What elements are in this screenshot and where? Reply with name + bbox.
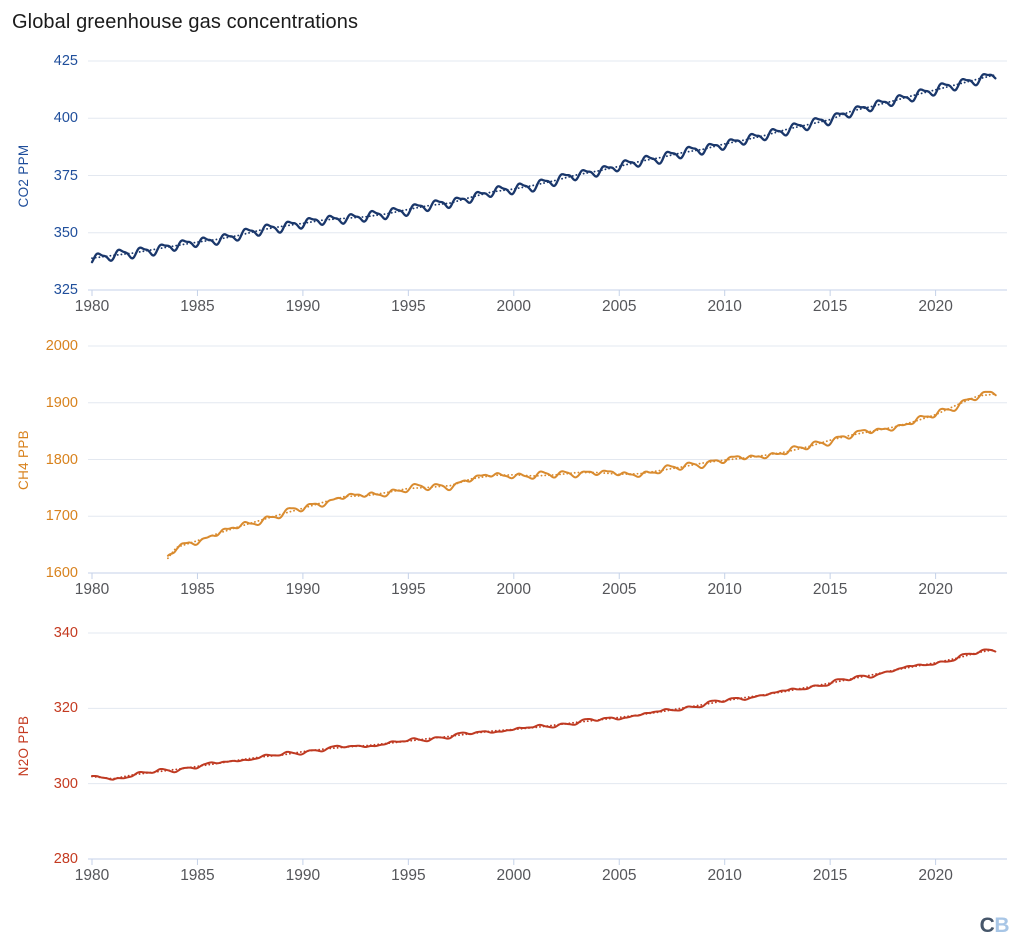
logo-letter-c: C (979, 914, 995, 937)
co2-xtick-label: 1980 (74, 298, 110, 315)
logo-letter-b: B (994, 914, 1009, 937)
co2-ytick-label: 325 (53, 282, 78, 298)
n2o-ytick-label: 320 (53, 700, 78, 717)
n2o-xtick-label: 1990 (285, 867, 321, 884)
co2-ytick-label: 375 (53, 167, 78, 184)
co2-trend-line (91, 73, 997, 260)
co2-xtick-label: 2000 (496, 298, 532, 315)
ch4-ytick-label: 2000 (45, 338, 78, 354)
n2o-xtick-label: 1985 (180, 867, 215, 884)
n2o-series-line (91, 648, 997, 781)
n2o-trend-line (91, 648, 997, 780)
co2-series-line (90, 73, 997, 264)
co2-xtick-label: 2020 (918, 298, 953, 315)
n2o-y-axis-title: N2O PPB (16, 715, 31, 777)
co2-ytick-label: 425 (53, 53, 78, 69)
ch4-xtick-label: 2005 (602, 581, 637, 598)
ch4-ytick-label: 1900 (45, 394, 78, 411)
ch4-xtick-label: 1995 (391, 581, 426, 598)
co2-xtick-label: 2010 (707, 298, 742, 315)
n2o-ytick-label: 340 (53, 625, 78, 641)
co2-xtick-label: 1990 (285, 298, 321, 315)
carbonbrief-logo: CB (979, 914, 1010, 938)
chart-title: Global greenhouse gas concentrations (12, 11, 359, 33)
ch4-xtick-label: 1990 (285, 581, 321, 598)
n2o-xtick-label: 1995 (391, 867, 426, 884)
ch4-trend-line (167, 393, 997, 560)
ch4-series-line (166, 390, 997, 557)
ch4-xtick-label: 2015 (812, 581, 848, 598)
co2-xtick-label: 1985 (180, 298, 215, 315)
n2o-xtick-label: 2005 (602, 867, 637, 884)
ch4-xtick-label: 1980 (74, 581, 110, 598)
ch4-xtick-label: 2000 (496, 581, 532, 598)
n2o-ytick-label: 300 (53, 775, 78, 792)
co2-xtick-label: 1995 (391, 298, 426, 315)
co2-ytick-label: 400 (53, 110, 78, 127)
n2o-ytick-label: 280 (53, 851, 78, 867)
ch4-ytick-label: 1800 (45, 451, 78, 468)
co2-ytick-label: 350 (53, 224, 78, 241)
n2o-xtick-label: 2000 (496, 867, 532, 884)
n2o-xtick-label: 2010 (707, 867, 742, 884)
ch4-ytick-label: 1600 (45, 565, 78, 581)
ch4-y-axis-title: CH4 PPB (16, 429, 31, 490)
n2o-xtick-label: 2015 (812, 867, 848, 884)
co2-xtick-label: 2015 (812, 298, 848, 315)
co2-xtick-label: 2005 (602, 298, 637, 315)
ch4-xtick-label: 1985 (180, 581, 215, 598)
n2o-xtick-label: 2020 (918, 867, 953, 884)
ch4-xtick-label: 2020 (918, 581, 953, 598)
co2-y-axis-title: CO2 PPM (16, 144, 31, 207)
ch4-xtick-label: 2010 (707, 581, 742, 598)
n2o-xtick-label: 1980 (74, 867, 110, 884)
ch4-ytick-label: 1700 (45, 508, 78, 525)
